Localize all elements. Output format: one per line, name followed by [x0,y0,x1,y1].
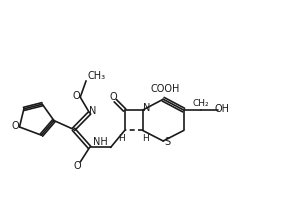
Text: CH₃: CH₃ [87,71,105,81]
Text: COOH: COOH [151,84,180,94]
Text: H: H [118,133,125,143]
Text: CH₂: CH₂ [192,99,209,108]
Text: O: O [72,91,80,101]
Text: N: N [89,106,96,116]
Text: O: O [110,92,117,102]
Text: NH: NH [93,137,108,147]
Text: O: O [73,160,81,171]
Text: OH: OH [215,104,230,114]
Text: N: N [143,103,151,113]
Text: O: O [12,121,19,131]
Text: S: S [164,137,170,147]
Text: H: H [142,133,149,143]
